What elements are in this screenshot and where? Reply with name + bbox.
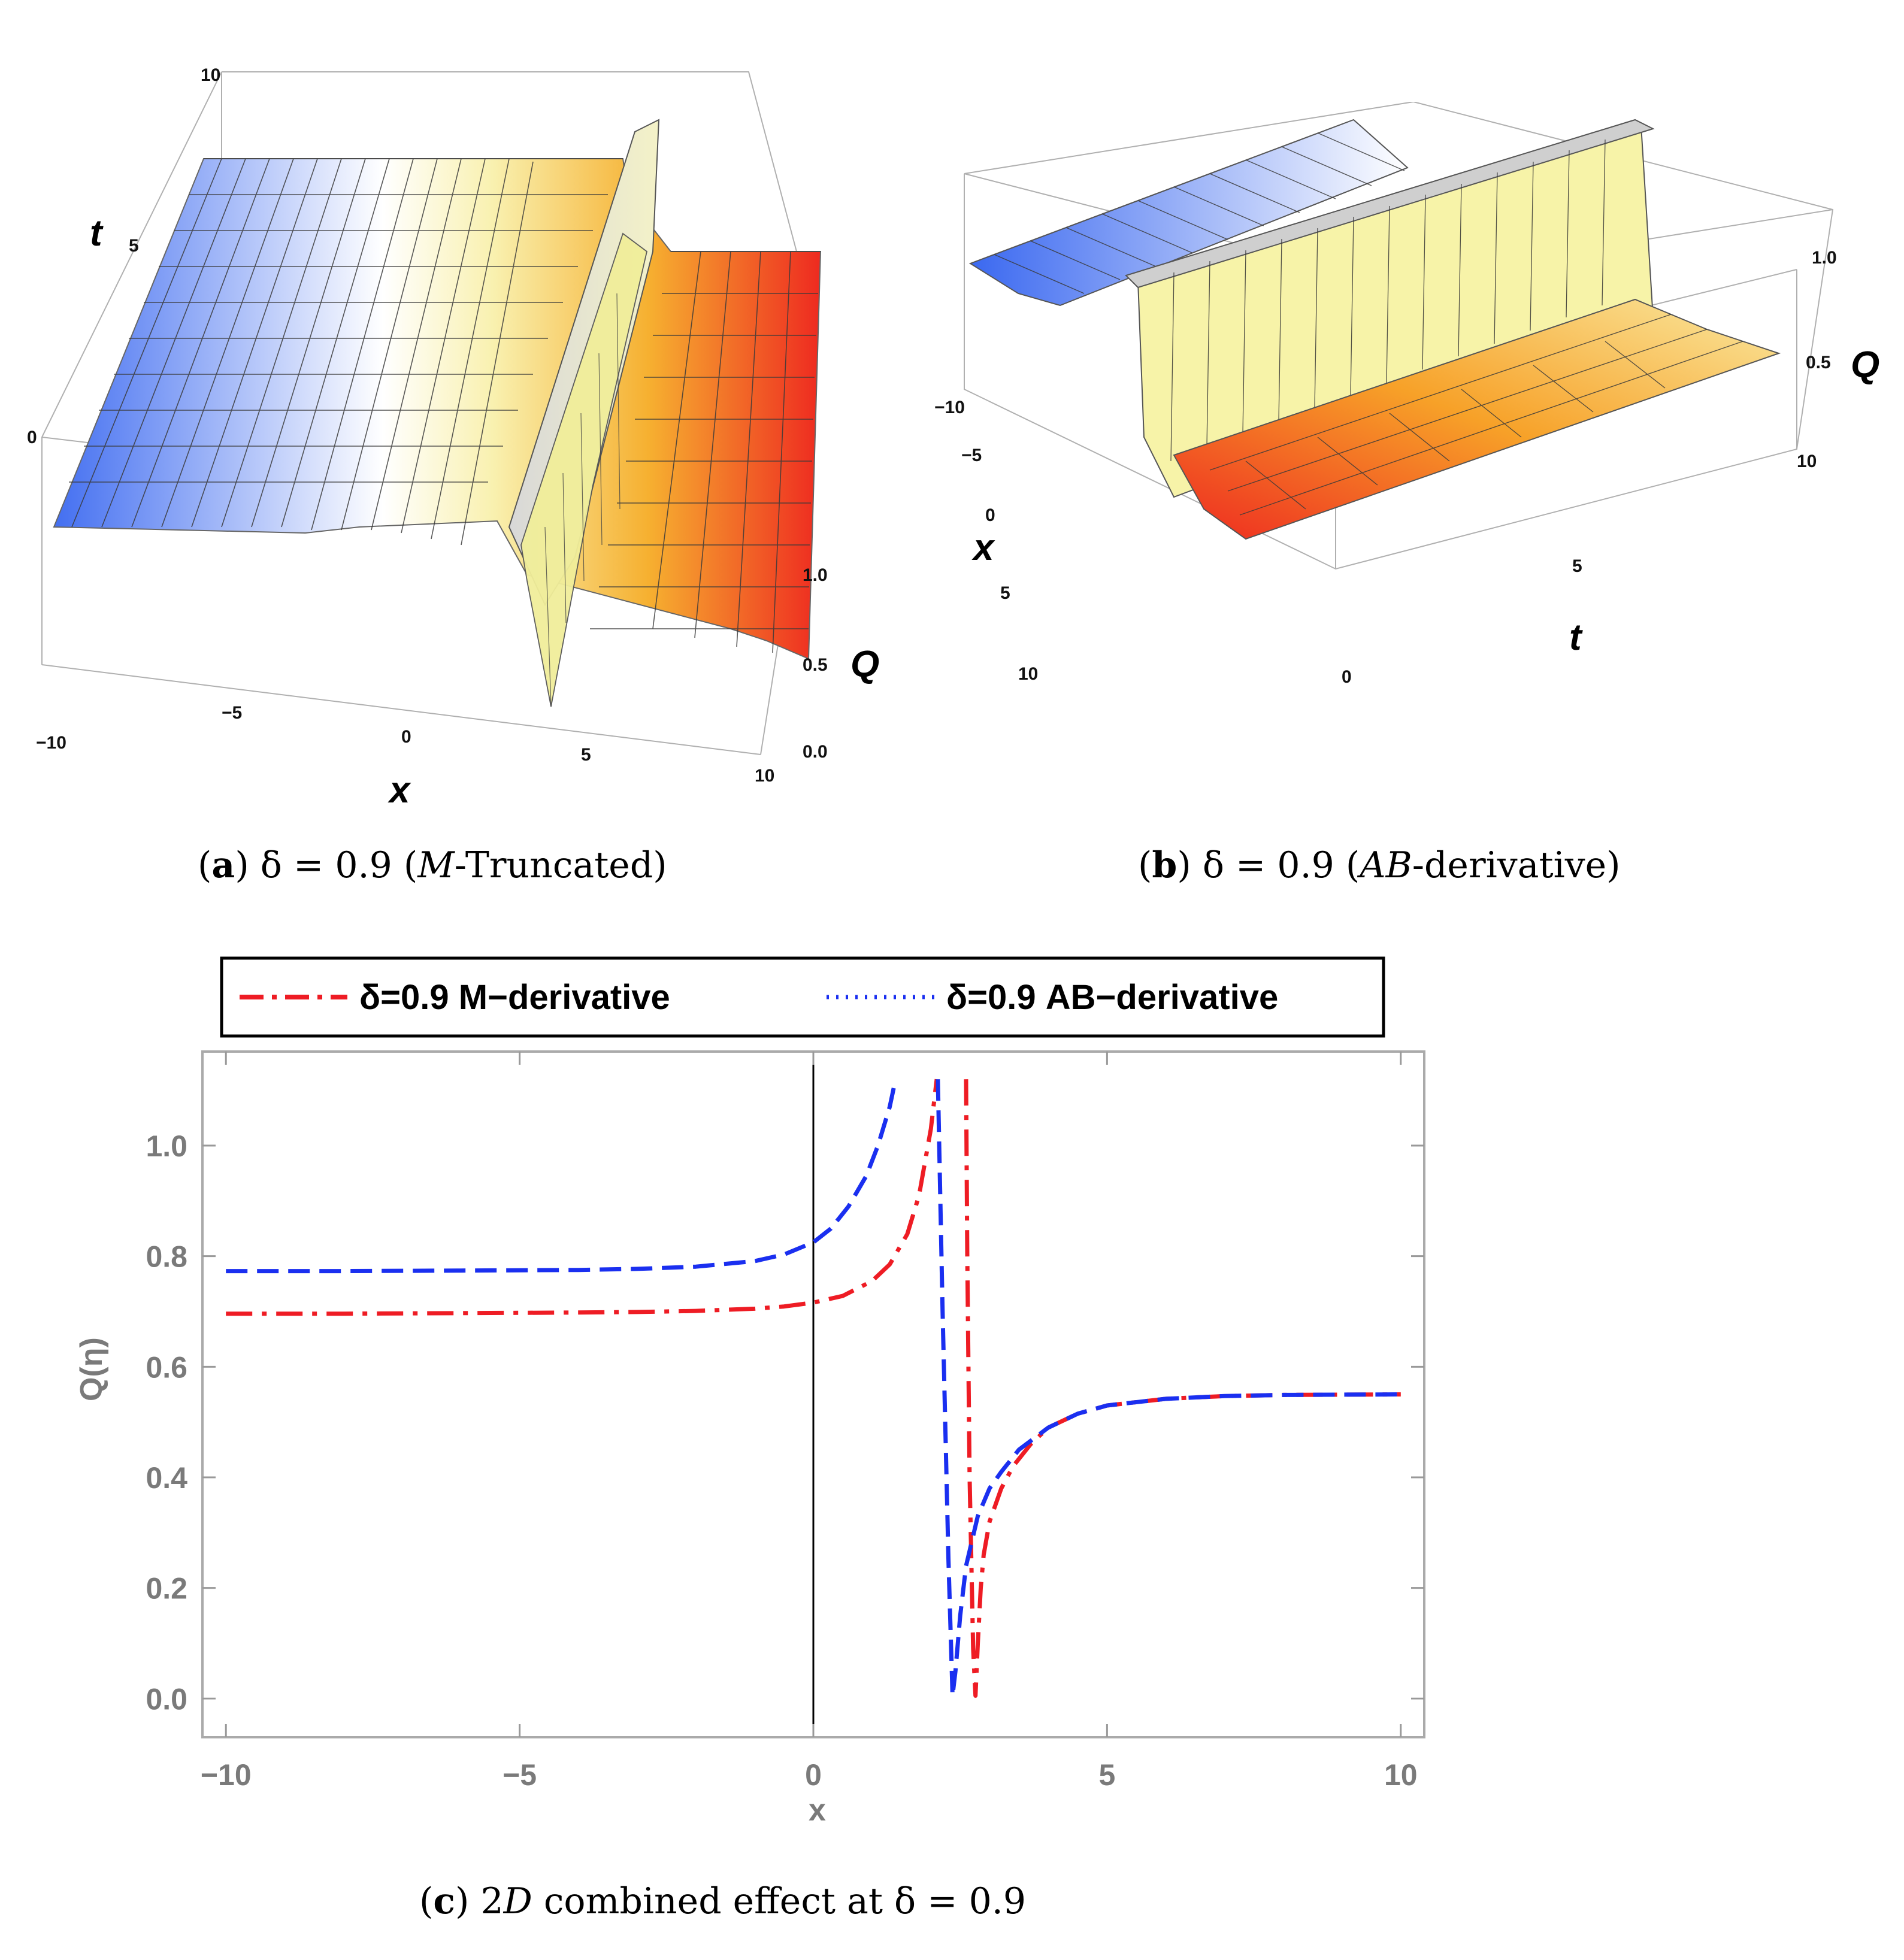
line-chart-c: δ=0.9 M−derivative δ=0.9 AB−derivative −…	[74, 956, 1425, 1828]
x-tick-a-3: 5	[581, 745, 591, 765]
t-tick-a-1: 5	[129, 236, 139, 256]
x-tick-b-3: 5	[1000, 583, 1010, 603]
caption-c-rest: combined effect at δ = 0.9	[532, 1880, 1027, 1922]
caption-b-label: b	[1152, 844, 1177, 886]
surface-plot-a: −10 −5 0 5 10 0 5 10 0.0 0.5 1.0 x t Q	[27, 65, 879, 811]
legend-label-m: δ=0.9 M−derivative	[359, 978, 670, 1017]
q-axis-label-a: Q	[850, 644, 879, 685]
y-tick-label: 1.0	[146, 1129, 187, 1163]
surface-grid-a	[69, 158, 821, 653]
x-tick-label: 10	[1384, 1758, 1418, 1792]
t-axis-label-b: t	[1569, 617, 1583, 658]
y-tick-label: 0.4	[146, 1461, 187, 1495]
q-tick-a-1: 0.5	[803, 655, 828, 675]
caption-b-open: (	[1345, 844, 1360, 886]
x-tick-label: 0	[805, 1758, 822, 1792]
x-tick-a-2: 0	[401, 727, 411, 747]
y-tick-label: 0.8	[146, 1240, 187, 1274]
singularity-ridge-b	[1125, 119, 1655, 289]
caption-a-expr: δ = 0.9	[260, 844, 392, 886]
series-line-1	[226, 1079, 1401, 1698]
x-axis-label-b: x	[971, 527, 995, 568]
x-axis-label-c: x	[809, 1793, 826, 1828]
x-tick-label: −5	[503, 1758, 537, 1792]
x-tick-b-4: 10	[1018, 664, 1038, 684]
caption-c: (c) 2D combined effect at δ = 0.9	[419, 1880, 1027, 1922]
t-tick-b-0: 0	[1342, 667, 1352, 687]
x-tick-b-0: −10	[934, 398, 965, 417]
caption-b: (b) δ = 0.9 (AB-derivative)	[1138, 844, 1621, 886]
t-axis-label-a: t	[90, 213, 104, 254]
caption-b-variant: AB	[1360, 844, 1412, 886]
caption-a: (a) δ = 0.9 (M-Truncated)	[198, 844, 667, 886]
caption-a-open: (	[403, 844, 418, 886]
x-tick-label: −10	[201, 1758, 252, 1792]
surface-left-plateau-b	[968, 119, 1409, 307]
singularity-wall-a	[520, 232, 648, 707]
x-tick-a-1: −5	[222, 703, 242, 723]
caption-b-expr: δ = 0.9	[1202, 844, 1334, 886]
t-tick-b-2: 10	[1797, 452, 1817, 471]
q-tick-a-0: 0.0	[803, 742, 828, 762]
x-tick-label: 5	[1098, 1758, 1115, 1792]
caption-c-dim: D	[503, 1880, 532, 1922]
legend-box	[220, 956, 1385, 1038]
q-axis-label-b: Q	[1851, 344, 1879, 386]
caption-c-label: c	[433, 1880, 455, 1922]
caption-c-pre: 2	[480, 1880, 504, 1922]
surface-back-plateau-a	[53, 158, 822, 660]
y-tick-label: 0.0	[146, 1682, 187, 1716]
x-axis-label-a: x	[388, 770, 411, 811]
y-axis-label-c: Q(η)	[74, 1337, 109, 1401]
caption-a-variant: M	[417, 844, 455, 886]
tick-labels-b: −10 −5 0 5 10 0 5 10 0.5 1.0	[934, 248, 1837, 687]
t-tick-a-2: 10	[201, 65, 220, 85]
x-tick-a-4: 10	[755, 766, 774, 786]
y-tick-label: 0.2	[146, 1572, 187, 1605]
legend: δ=0.9 M−derivative δ=0.9 AB−derivative	[220, 956, 1385, 1038]
y-tick-label: 0.6	[146, 1350, 187, 1384]
caption-a-rest: -Truncated)	[454, 844, 667, 886]
t-tick-b-1: 5	[1572, 556, 1582, 576]
x-tick-b-2: 0	[985, 505, 995, 525]
x-tick-a-0: −10	[36, 733, 66, 753]
caption-a-label: a	[211, 844, 235, 886]
q-tick-b-1: 1.0	[1812, 248, 1837, 268]
legend-label-ab: δ=0.9 AB−derivative	[946, 978, 1278, 1017]
t-tick-a-0: 0	[27, 428, 37, 447]
surface-plot-b: −10 −5 0 5 10 0 5 10 0.5 1.0 x t Q	[934, 102, 1879, 687]
q-tick-a-2: 1.0	[803, 565, 828, 585]
tick-labels-a: −10 −5 0 5 10 0 5 10 0.0 0.5 1.0	[27, 65, 828, 786]
x-tick-b-1: −5	[961, 446, 982, 465]
caption-b-rest: -derivative)	[1412, 844, 1621, 886]
q-tick-b-0: 0.5	[1806, 353, 1831, 372]
